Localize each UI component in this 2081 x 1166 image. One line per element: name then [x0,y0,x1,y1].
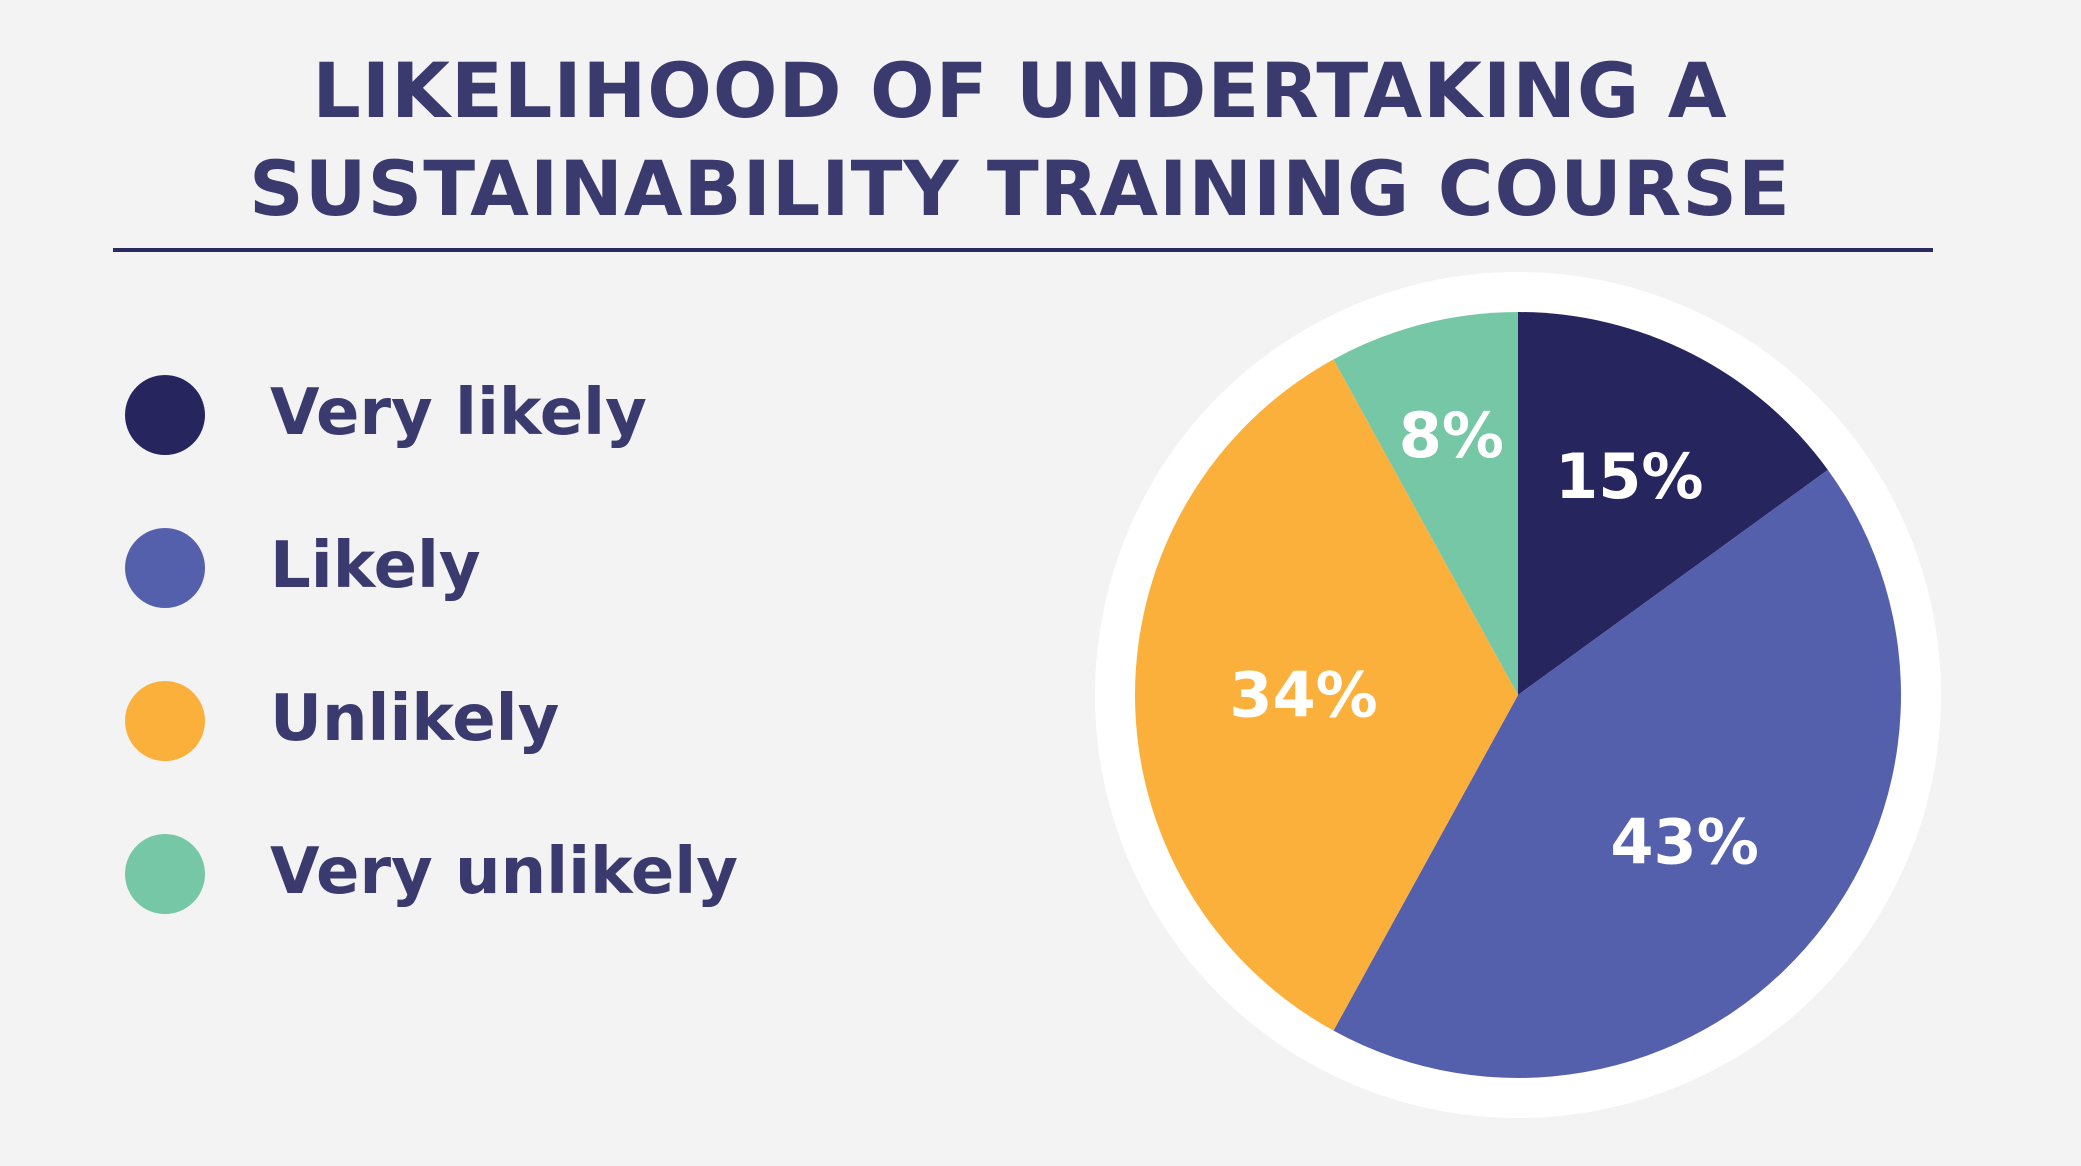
chart-title: LIKELIHOOD OF UNDERTAKING A SUSTAINABILI… [0,42,2040,238]
pie-label-likely: 43% [1610,805,1758,878]
pie-slice-very-likely [1518,312,1828,695]
pie-label-very-unlikely: 8% [1399,399,1504,472]
pie-slice-unlikely [1135,359,1518,1031]
legend-item-unlikely: Unlikely [125,681,825,761]
legend-swatch-likely [125,528,205,608]
legend-item-very-unlikely: Very unlikely [125,834,825,914]
legend-swatch-very-likely [125,375,205,455]
pie-slice-likely [1333,469,1902,1079]
legend-swatch-very-unlikely [125,834,205,914]
chart-title-line-1: LIKELIHOOD OF UNDERTAKING A [312,46,1728,135]
legend-item-likely: Likely [125,528,825,608]
legend-label-very-unlikely: Very unlikely [270,835,738,909]
legend-label-likely: Likely [270,529,481,603]
pie-labels: 15% 43% 34% 8% [1229,399,1759,879]
pie-slice-very-unlikely [1333,312,1518,695]
pie-label-very-likely: 15% [1555,440,1703,513]
pie-slices [1135,312,1902,1079]
title-divider [113,248,1933,252]
legend-item-very-likely: Very likely [125,375,825,455]
legend-label-very-likely: Very likely [270,376,647,450]
pie-label-unlikely: 34% [1229,659,1377,732]
legend-swatch-unlikely [125,681,205,761]
legend-label-unlikely: Unlikely [270,682,560,756]
chart-title-line-2: SUSTAINABILITY TRAINING COURSE [249,144,1791,233]
